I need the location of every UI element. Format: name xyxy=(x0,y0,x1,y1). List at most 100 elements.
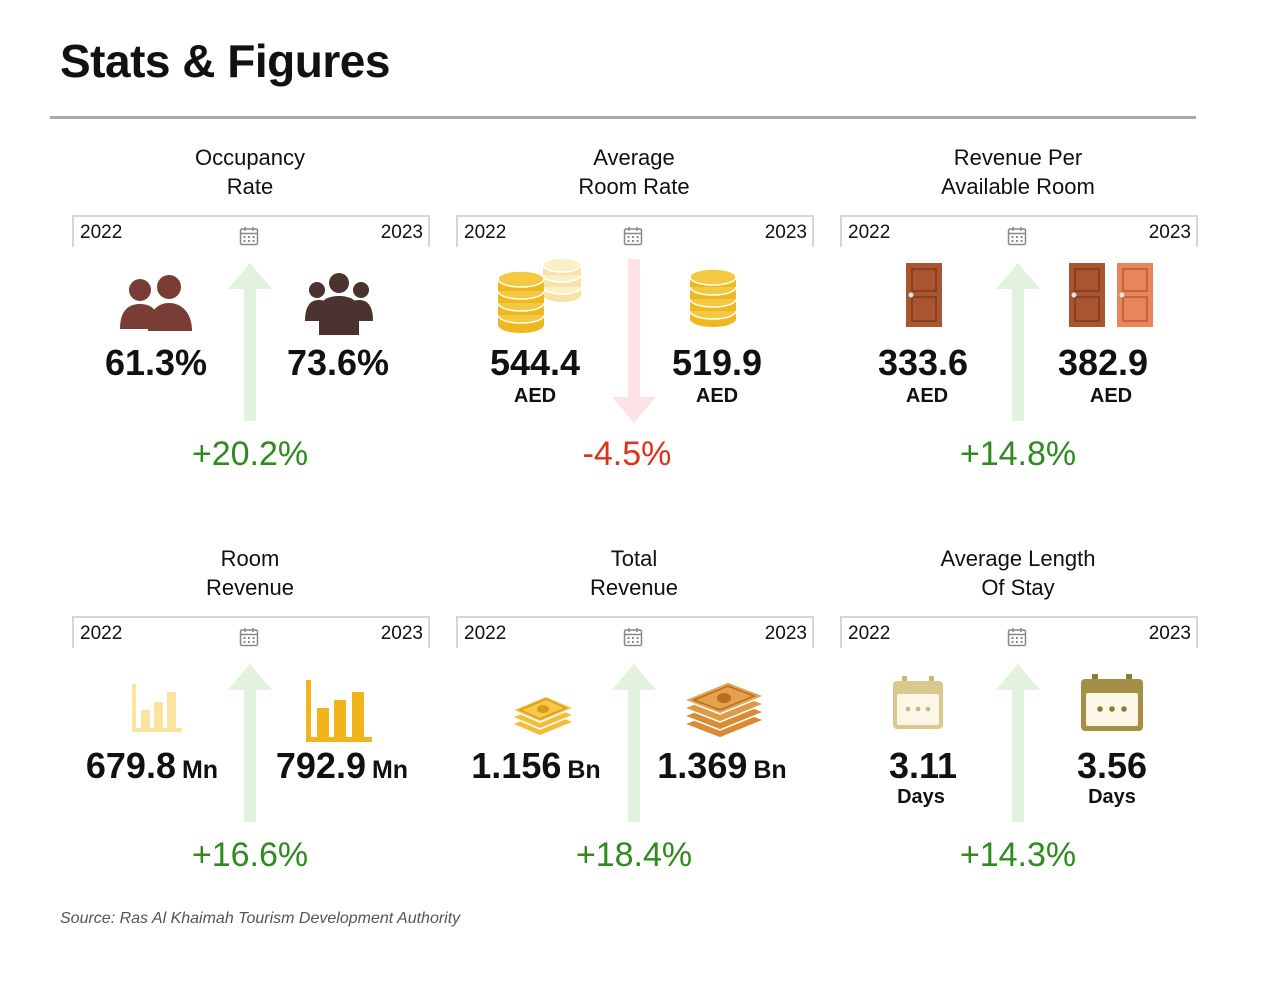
value-2023: 73.6% xyxy=(286,342,390,383)
year-2023-label: 2023 xyxy=(1148,222,1191,243)
year-2023-label: 2023 xyxy=(380,222,423,243)
year-range-bracket: 2022 2023 xyxy=(840,616,1198,648)
change-percentage: +14.8% xyxy=(959,435,1077,473)
calendar-small-icon xyxy=(623,227,643,246)
value-2022: 61.3% xyxy=(104,342,208,383)
change-percentage: +20.2% xyxy=(191,435,309,473)
up-arrow-icon xyxy=(996,263,1040,421)
stat-title-line1: Room xyxy=(220,546,280,571)
unit-2023: AED xyxy=(695,385,739,407)
stat-title: Average Room Rate xyxy=(456,143,812,201)
value-2022: 679.8 Mn xyxy=(72,746,232,790)
value-2022-number: 1.156 xyxy=(471,745,562,786)
stat-title-line1: Average Length xyxy=(940,546,1096,571)
year-range-bracket: 2022 2023 xyxy=(456,215,814,247)
stat-card-room-revenue: Room Revenue 2022 2023 679.8 Mn 792.9 Mn +… xyxy=(72,544,430,904)
unit-2022: Days xyxy=(897,786,945,808)
stat-card-occupancy-rate: Occupancy Rate 2022 2023 61.3% 73.6% +20… xyxy=(72,143,430,503)
stat-title: Average Length Of Stay xyxy=(840,544,1196,602)
unit-2023: Days xyxy=(1088,786,1136,808)
calendar-small-icon xyxy=(1007,628,1027,647)
year-2022-label: 2022 xyxy=(848,222,891,243)
cash-stack-icon xyxy=(682,681,766,739)
year-2022-label: 2022 xyxy=(80,623,123,644)
value-2023-number: 1.369 xyxy=(657,745,748,786)
year-2023-label: 2023 xyxy=(380,623,423,644)
unit-2023: Bn xyxy=(753,756,787,784)
unit-2022: AED xyxy=(905,385,949,407)
stat-title-line2: Revenue xyxy=(589,575,679,600)
year-range-bracket: 2022 2023 xyxy=(72,616,430,648)
page-title: Stats & Figures xyxy=(60,35,390,87)
stat-title: Total Revenue xyxy=(456,544,812,602)
up-arrow-icon xyxy=(228,664,272,822)
calendar-small-icon xyxy=(239,628,259,647)
unit-2022: Mn xyxy=(181,756,219,784)
stat-title-line1: Total xyxy=(610,546,658,571)
up-arrow-icon xyxy=(228,263,272,421)
door-icon xyxy=(906,263,942,327)
unit-2023: AED xyxy=(1089,385,1133,407)
cash-stack-icon xyxy=(510,695,576,737)
year-2022-label: 2022 xyxy=(464,222,507,243)
calendar-icon xyxy=(893,676,943,729)
up-arrow-icon xyxy=(612,664,656,822)
year-range-bracket: 2022 2023 xyxy=(840,215,1198,247)
stat-card-revenue-per-available-room: Revenue Per Available Room 2022 2023 333… xyxy=(840,143,1198,503)
source-note: Source: Ras Al Khaimah Tourism Developme… xyxy=(60,910,461,927)
coin-stacks-icon xyxy=(497,257,582,333)
change-percentage: +18.4% xyxy=(575,836,693,874)
stat-card-total-revenue: Total Revenue 2022 2023 1.156 Bn 1.369 Bn … xyxy=(456,544,814,904)
stat-card-average-length-of-stay: Average Length Of Stay 2022 2023 3.11 Da… xyxy=(840,544,1198,904)
value-2023: 3.56 xyxy=(1076,745,1148,786)
up-arrow-icon xyxy=(996,664,1040,822)
calendar-icon xyxy=(1081,674,1143,731)
down-arrow-icon xyxy=(612,259,656,423)
group-people-icon xyxy=(305,273,373,335)
stat-title: Room Revenue xyxy=(72,544,428,602)
value-2022: 1.156 Bn xyxy=(456,746,616,790)
calendar-small-icon xyxy=(239,227,259,246)
value-2022: 544.4 xyxy=(489,342,581,383)
stat-title-line2: Room Rate xyxy=(578,174,690,199)
unit-2022: AED xyxy=(513,385,557,407)
calendar-small-icon xyxy=(1007,227,1027,246)
change-percentage: -4.5% xyxy=(582,435,672,473)
unit-2022: Bn xyxy=(567,756,601,784)
value-2023: 519.9 xyxy=(671,342,763,383)
stat-title-line1: Occupancy xyxy=(194,145,306,170)
year-2022-label: 2022 xyxy=(848,623,891,644)
value-2023: 1.369 Bn xyxy=(642,746,802,790)
stat-title-line2: Available Room xyxy=(941,174,1095,199)
year-2022-label: 2022 xyxy=(464,623,507,644)
stat-title: Revenue Per Available Room xyxy=(840,143,1196,201)
change-percentage: +14.3% xyxy=(959,836,1077,874)
year-range-bracket: 2022 2023 xyxy=(72,215,430,247)
value-2022-number: 679.8 xyxy=(85,745,176,786)
value-2023: 382.9 xyxy=(1057,342,1149,383)
year-2023-label: 2023 xyxy=(764,623,807,644)
stat-title-line1: Average xyxy=(593,145,675,170)
double-door-icon xyxy=(1069,263,1153,327)
bar-chart-icon xyxy=(132,684,182,732)
year-2022-label: 2022 xyxy=(80,222,123,243)
year-2023-label: 2023 xyxy=(764,222,807,243)
two-people-icon xyxy=(120,275,192,331)
value-2023: 792.9 Mn xyxy=(262,746,422,790)
stat-title-line2: Rate xyxy=(226,174,274,199)
value-2023-number: 792.9 xyxy=(275,745,366,786)
value-2022: 333.6 xyxy=(877,342,969,383)
coin-stack-icon xyxy=(689,268,737,327)
unit-2023: Mn xyxy=(371,756,409,784)
value-2022: 3.11 xyxy=(888,745,958,786)
year-2023-label: 2023 xyxy=(1148,623,1191,644)
title-divider xyxy=(50,116,1196,119)
calendar-small-icon xyxy=(623,628,643,647)
stat-title-line2: Revenue xyxy=(205,575,295,600)
stat-title-line1: Revenue Per xyxy=(953,145,1083,170)
stat-card-average-room-rate: Average Room Rate 2022 2023 544.4 AED 51… xyxy=(456,143,814,503)
stat-title: Occupancy Rate xyxy=(72,143,428,201)
change-percentage: +16.6% xyxy=(191,836,309,874)
bar-chart-icon xyxy=(306,680,372,742)
stat-title-line2: Of Stay xyxy=(981,575,1055,600)
